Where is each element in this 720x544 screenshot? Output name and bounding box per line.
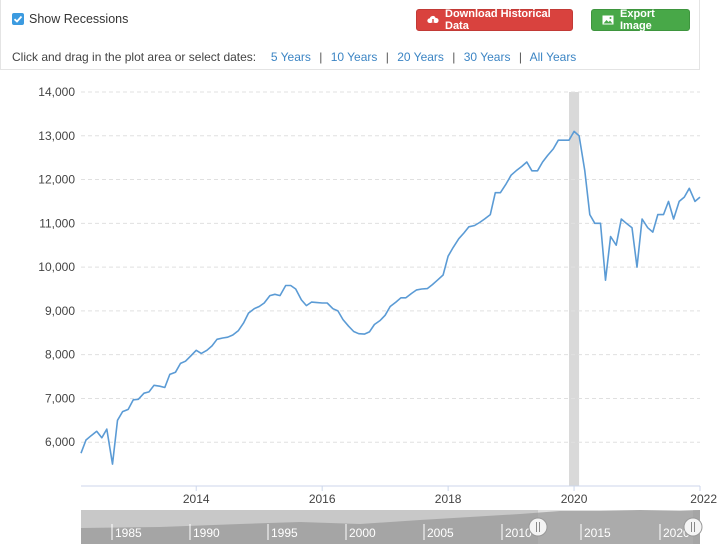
image-icon xyxy=(602,15,614,25)
series-line xyxy=(80,130,701,465)
download-label: Download Historical Data xyxy=(445,8,551,32)
y-tick-label: 13,000 xyxy=(38,129,75,143)
show-recessions-label: Show Recessions xyxy=(29,12,129,26)
date-prompt: Click and drag in the plot area or selec… xyxy=(12,50,257,64)
x-tick-label: 2018 xyxy=(435,492,462,506)
checkbox-checked-icon[interactable] xyxy=(12,13,24,25)
navigator-right-handle[interactable] xyxy=(683,517,703,537)
y-tick-label: 12,000 xyxy=(38,173,75,187)
navigator-year-label: 2005 xyxy=(427,526,454,540)
navigator-year-label: 2010 xyxy=(505,526,532,540)
export-image-button[interactable]: Export Image xyxy=(591,8,690,32)
y-tick-label: 7,000 xyxy=(45,391,75,405)
navigator[interactable]: 1985 1990 1995 2000 2005 2010 2015 2020 xyxy=(81,510,703,544)
x-tick-label: 2016 xyxy=(309,492,336,506)
recession-band xyxy=(569,92,580,486)
date-range-selector: Click and drag in the plot area or selec… xyxy=(12,50,577,64)
navigator-history-area xyxy=(81,510,700,544)
navigator-year-label: 1985 xyxy=(115,526,142,540)
navigator-year-label: 1995 xyxy=(271,526,298,540)
x-tick-label: 2014 xyxy=(183,492,210,506)
y-tick-label: 6,000 xyxy=(45,435,75,449)
y-tick-label: 8,000 xyxy=(45,348,75,362)
navigator-year-label: 2020 xyxy=(663,526,690,540)
y-tick-label: 14,000 xyxy=(38,85,75,99)
y-tick-label: 10,000 xyxy=(38,260,75,274)
navigator-year-label: 2015 xyxy=(584,526,611,540)
navigator-year-label: 1990 xyxy=(193,526,220,540)
x-tick-label: 2022 xyxy=(690,492,717,506)
download-historical-data-button[interactable]: Download Historical Data xyxy=(416,8,573,32)
navigator-left-handle[interactable] xyxy=(528,517,548,537)
x-tick-label: 2020 xyxy=(561,492,588,506)
y-tick-label: 9,000 xyxy=(45,304,75,318)
cloud-download-icon xyxy=(427,15,439,26)
navigator-year-label: 2000 xyxy=(349,526,376,540)
range-10-years-link[interactable]: 10 Years xyxy=(330,50,378,64)
range-20-years-link[interactable]: 20 Years xyxy=(397,50,444,64)
y-tick-label: 11,000 xyxy=(39,216,75,230)
range-30-years-link[interactable]: 30 Years xyxy=(463,50,511,64)
range-all-years-link[interactable]: All Years xyxy=(529,50,577,64)
show-recessions-toggle[interactable]: Show Recessions xyxy=(12,12,128,26)
range-5-years-link[interactable]: 5 Years xyxy=(270,50,311,64)
export-label: Export Image xyxy=(620,8,655,32)
chart-toolbar: Show Recessions Download Historical Data… xyxy=(0,0,700,70)
